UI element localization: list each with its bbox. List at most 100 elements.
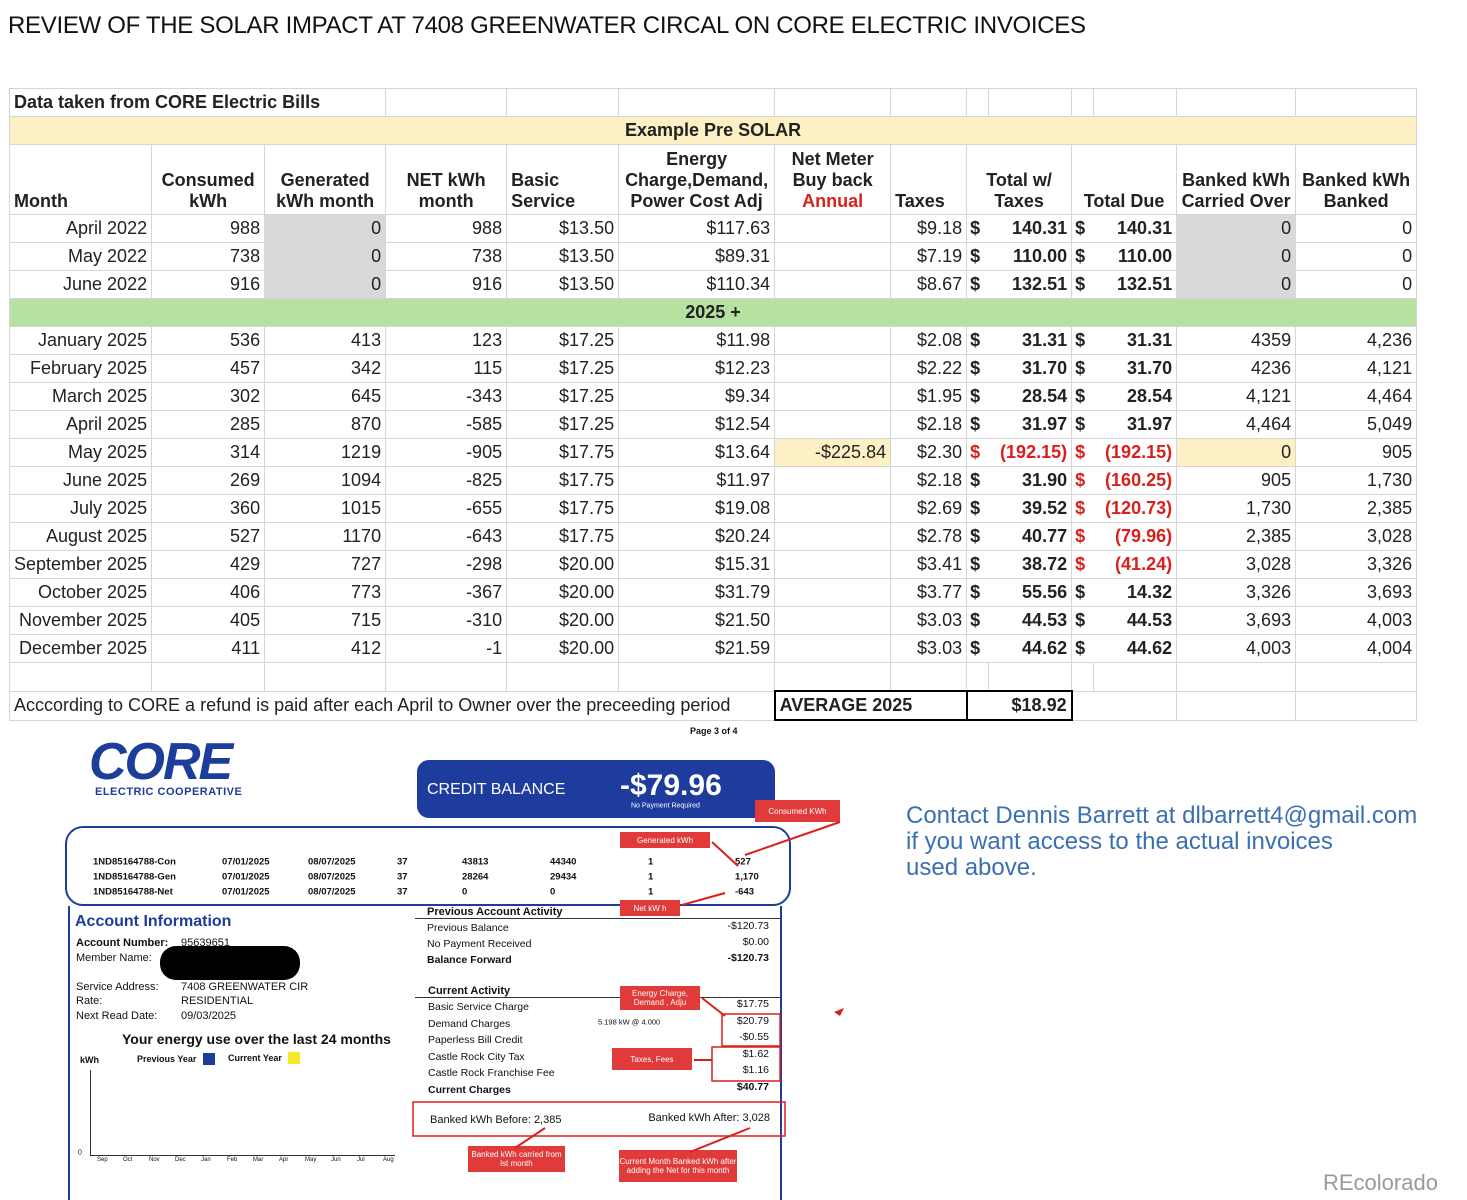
page-title: REVIEW OF THE SOLAR IMPACT AT 7408 GREEN… — [8, 12, 1086, 39]
callout: Generated kWh — [620, 832, 710, 848]
month-cell: May 2025 — [8, 438, 153, 467]
activity-label: Castle Rock City Tax — [428, 1050, 525, 1063]
logo-subtitle: ELECTRIC COOPERATIVE — [95, 786, 243, 798]
value-cell: $11.97 — [618, 466, 776, 495]
meter-cell: 1,170 — [735, 871, 759, 883]
value-cell: 4236 — [1176, 354, 1297, 383]
value-cell: $31.79 — [618, 578, 776, 607]
value-cell: 4,121 — [1176, 382, 1297, 411]
value-cell: -1 — [385, 634, 508, 663]
value-cell: $13.64 — [618, 438, 776, 467]
empty-cell — [988, 662, 1073, 692]
value-cell: -585 — [385, 410, 508, 439]
meter-cell: 08/07/2025 — [308, 871, 356, 883]
value-cell: 360 — [151, 494, 266, 523]
value-cell — [774, 326, 892, 355]
value-cell: 123 — [385, 326, 508, 355]
value-cell: 0 — [264, 214, 387, 243]
value-cell: $ — [966, 522, 989, 551]
section-title: Previous Account Activity — [427, 906, 563, 918]
meter-cell: 1 — [648, 886, 654, 898]
month-label: Nov — [149, 1157, 160, 1163]
meter-cell: 28264 — [462, 871, 489, 883]
value-cell: $8.67 — [890, 270, 968, 299]
callout: Net kW h — [620, 900, 680, 916]
value-cell: 140.31 — [1093, 214, 1178, 243]
meter-cell: 37 — [397, 886, 408, 898]
value-cell: 314 — [151, 438, 266, 467]
empty-cell — [774, 88, 892, 117]
empty-cell — [1093, 662, 1178, 692]
value-cell: 0 — [1176, 214, 1297, 243]
value-cell: $ — [966, 466, 989, 495]
meter-cell: 37 — [397, 856, 408, 868]
value-cell: 2,385 — [1176, 522, 1297, 551]
value-cell: 4,464 — [1295, 382, 1418, 411]
value-cell: 31.70 — [988, 354, 1073, 383]
value-cell: $21.59 — [618, 634, 776, 663]
value-cell: $ — [966, 634, 989, 663]
value-cell: $17.75 — [506, 466, 620, 495]
header-text: Net Meter Buy back — [791, 149, 874, 190]
value-cell: 429 — [151, 550, 266, 579]
month-label: Sep — [97, 1157, 108, 1163]
value-cell: 4,464 — [1176, 410, 1297, 439]
meter-cell: 43813 — [462, 856, 489, 868]
column-header: Generated kWh month — [264, 144, 387, 215]
value-cell: $ — [966, 242, 989, 271]
value-cell: 727 — [264, 550, 387, 579]
value-cell: 715 — [264, 606, 387, 635]
footnote: Acccording to CORE a refund is paid afte… — [8, 690, 776, 721]
empty-cell — [1176, 690, 1297, 721]
frame-right — [780, 906, 782, 1200]
value-cell: $ — [1071, 550, 1094, 579]
meter-cell: 1 — [648, 856, 654, 868]
empty-cell — [1295, 690, 1418, 721]
value-cell: $17.75 — [506, 522, 620, 551]
value-cell: 3,326 — [1295, 550, 1418, 579]
header-text: Energy Charge,Demand, Power Cost Adj — [625, 149, 769, 211]
value-cell: $17.25 — [506, 354, 620, 383]
header-text: Generated kWh month — [276, 170, 375, 211]
value-cell: $9.34 — [618, 382, 776, 411]
contact-line: Contact Dennis Barrett at dlbarrett4@gma… — [906, 802, 1418, 829]
value-cell: $ — [1071, 410, 1094, 439]
watermark: REcolorado — [1323, 1170, 1438, 1195]
value-cell: 4,003 — [1295, 606, 1418, 635]
value-cell: $ — [966, 354, 989, 383]
value-cell — [774, 550, 892, 579]
column-header: Taxes — [890, 144, 968, 215]
empty-cell — [8, 662, 153, 692]
value-cell: $ — [1071, 242, 1094, 271]
value-cell: 738 — [151, 242, 266, 271]
month-cell: February 2025 — [8, 354, 153, 383]
frame-left — [68, 906, 70, 1200]
value-cell — [774, 578, 892, 607]
month-cell: January 2025 — [8, 326, 153, 355]
value-cell: 132.51 — [1093, 270, 1178, 299]
account-value: RESIDENTIAL — [181, 995, 254, 1007]
value-cell: 916 — [385, 270, 508, 299]
month-label: Dec — [175, 1157, 186, 1163]
month-cell: April 2025 — [8, 410, 153, 439]
column-header: NET kWh month — [385, 144, 508, 215]
data-row: January 2025 536 413 123 $17.25 $11.98 $2.08 $3… — [8, 326, 1418, 355]
month-cell: December 2025 — [8, 634, 153, 663]
activity-label: Paperless Bill Credit — [428, 1034, 523, 1046]
section-row: 2025 + — [8, 298, 1418, 327]
value-cell: 132.51 — [988, 270, 1073, 299]
data-row: May 2022 738 0 738 $13.50 $89.31 $7.19 $110.00 $… — [8, 242, 1418, 271]
logo: CORE — [89, 733, 233, 791]
value-cell: 1219 — [264, 438, 387, 467]
value-cell: 0 — [1176, 242, 1297, 271]
value-cell: -655 — [385, 494, 508, 523]
activity-amount: $20.79 — [736, 1014, 769, 1027]
empty-cell — [966, 88, 990, 117]
value-cell: 55.56 — [988, 578, 1073, 607]
value-cell: 3,693 — [1295, 578, 1418, 607]
empty-cell — [264, 662, 387, 692]
empty-cell — [1295, 88, 1418, 117]
month-cell: September 2025 — [8, 550, 153, 579]
value-cell: 4,121 — [1295, 354, 1418, 383]
